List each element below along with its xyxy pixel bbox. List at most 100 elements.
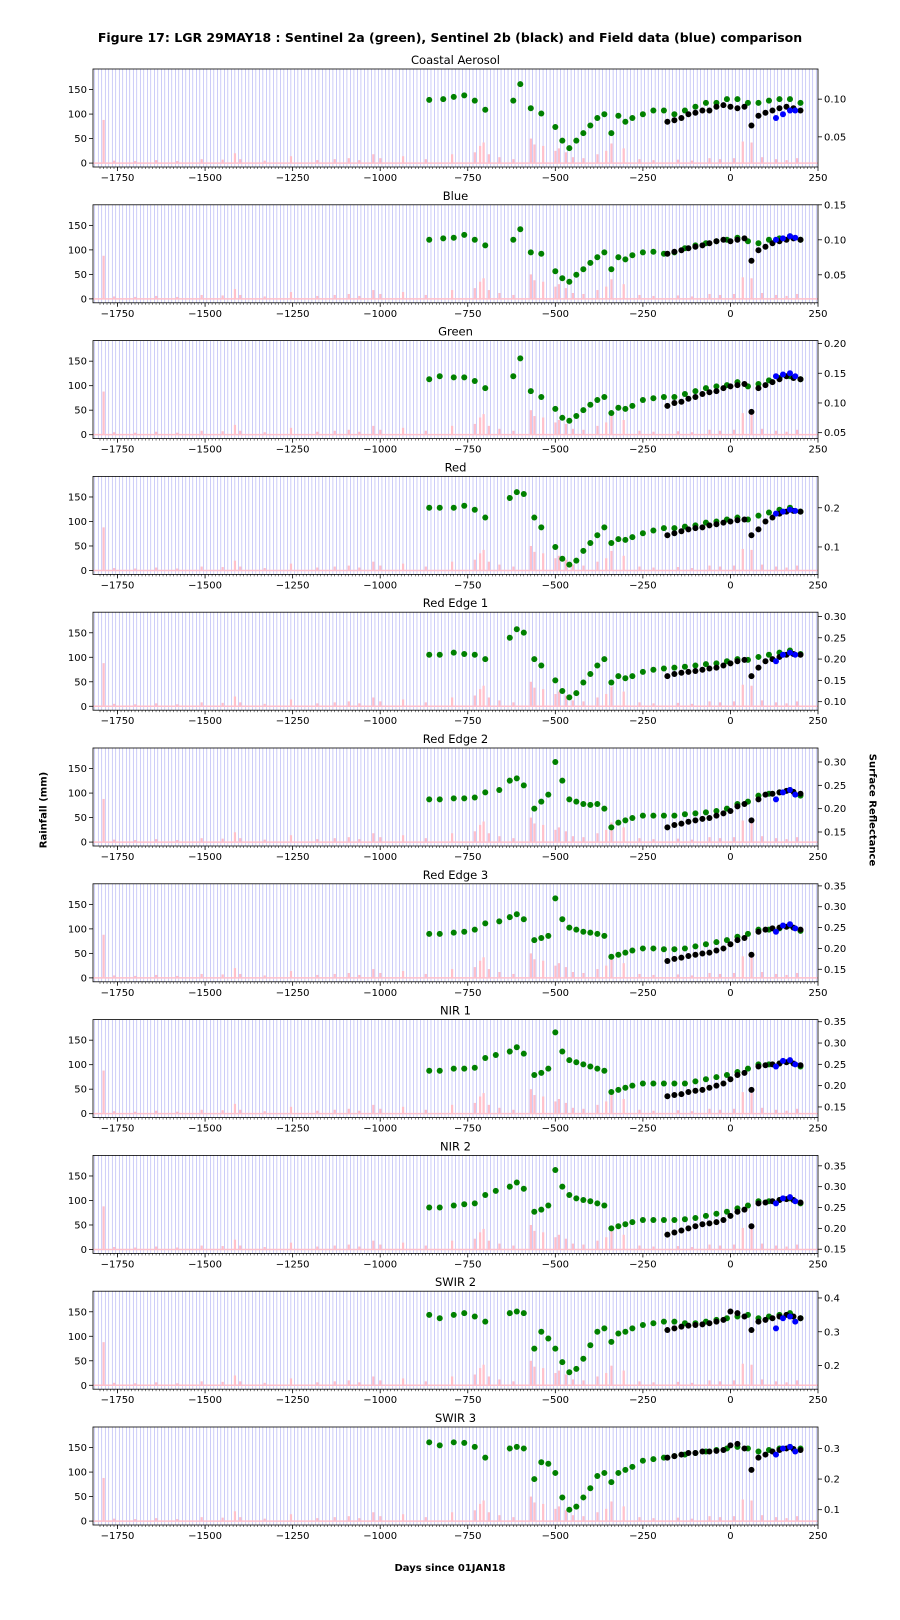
rainfall-bar xyxy=(263,975,266,978)
rain-tick-label: 0 xyxy=(81,973,87,984)
field-point xyxy=(779,922,786,929)
sentinel-2a-point xyxy=(723,96,730,103)
sentinel-2b-point xyxy=(678,1227,685,1234)
x-tick-label: −750 xyxy=(454,580,481,591)
sentinel-2b-point xyxy=(748,951,755,958)
sentinel-2b-point xyxy=(713,238,720,245)
rainfall-bar xyxy=(102,1070,105,1114)
sentinel-2a-point xyxy=(608,410,615,417)
sentinel-2b-point xyxy=(706,107,713,114)
sentinel-2b-point xyxy=(685,526,692,533)
sentinel-2b-point xyxy=(678,115,685,121)
sentinel-2b-point xyxy=(678,398,685,405)
sentinel-2a-point xyxy=(471,794,478,801)
rainfall-bar xyxy=(155,567,158,571)
sentinel-2a-point xyxy=(531,514,538,521)
rainfall-bar xyxy=(542,417,545,435)
sentinel-2b-point xyxy=(769,379,776,386)
rainfall-bar xyxy=(424,430,427,435)
sentinel-2a-point xyxy=(559,777,566,784)
rainfall-bar xyxy=(200,159,203,164)
panel-title: NIR 2 xyxy=(440,1139,471,1153)
rainfall-bar xyxy=(482,1228,485,1250)
sentinel-2a-point xyxy=(559,1048,566,1055)
sentinel-2b-point xyxy=(734,517,741,524)
rainfall-bar xyxy=(690,1247,694,1250)
sentinel-2a-point xyxy=(601,111,608,118)
rainfall-bar xyxy=(741,1227,744,1250)
reflectance-tick-label: 0.05 xyxy=(824,270,846,281)
rainfall-bar xyxy=(785,703,788,707)
sentinel-2b-point xyxy=(734,658,741,665)
sentinel-2b-point xyxy=(671,1092,678,1099)
rainfall-bar xyxy=(347,565,350,571)
rainfall-bar xyxy=(482,821,485,843)
sentinel-2a-point xyxy=(506,777,513,784)
rainfall-bar xyxy=(239,1245,242,1250)
rainfall-bar xyxy=(652,1246,655,1250)
rain-tick-label: 150 xyxy=(68,357,87,368)
rainfall-bar xyxy=(582,1244,585,1250)
sentinel-2a-point xyxy=(580,679,587,686)
rainfall-bar xyxy=(533,823,536,843)
x-tick-label: −1000 xyxy=(363,852,397,863)
rainfall-bar xyxy=(487,425,490,435)
sentinel-2a-point xyxy=(639,1080,646,1087)
rainfall-bar xyxy=(372,425,375,435)
x-tick-label: −500 xyxy=(542,173,569,184)
sentinel-2a-point xyxy=(461,92,468,99)
rainfall-bar xyxy=(424,294,427,299)
sentinel-2a-point xyxy=(538,935,545,942)
field-point xyxy=(772,1063,779,1070)
sentinel-2b-point xyxy=(769,514,776,521)
rainfall-bar xyxy=(221,159,224,164)
x-tick-label: −1500 xyxy=(188,309,222,320)
x-tick-label: −1750 xyxy=(101,580,135,591)
x-tick-label: −750 xyxy=(454,852,481,863)
reflectance-tick-label: 0.35 xyxy=(824,1017,846,1028)
x-tick-label: 0 xyxy=(727,852,733,863)
sentinel-2a-point xyxy=(573,1059,580,1066)
field-point xyxy=(786,1194,793,1201)
rainfall-bar xyxy=(113,703,116,707)
sentinel-2a-point xyxy=(629,947,636,954)
rain-tick-label: 150 xyxy=(68,764,87,775)
rain-tick-label: 0 xyxy=(81,566,87,577)
rainfall-bar xyxy=(479,689,482,707)
panel-frame xyxy=(92,883,819,983)
rainfall-bar xyxy=(512,1245,515,1250)
rainfall-bar xyxy=(529,545,533,571)
rainfall-bar xyxy=(512,973,515,978)
sentinel-2a-point xyxy=(527,105,534,112)
sentinel-2b-point xyxy=(713,1219,720,1226)
sentinel-2a-point xyxy=(426,236,433,243)
rainfall-bar xyxy=(512,430,515,435)
rainfall-bar xyxy=(760,428,764,435)
rainfall-bar xyxy=(774,430,778,435)
x-tick-label: 0 xyxy=(727,716,733,727)
sentinel-2a-point xyxy=(450,374,457,381)
rainfall-bar xyxy=(473,967,476,978)
x-tick-label: −500 xyxy=(542,309,569,320)
sentinel-2b-point xyxy=(664,250,671,257)
sentinel-2b-point xyxy=(664,1231,671,1238)
rainfall-bar xyxy=(582,972,585,978)
rainfall-bar xyxy=(239,159,242,164)
x-tick-label: −1500 xyxy=(188,445,222,456)
rainfall-bar xyxy=(176,161,179,164)
rainfall-bar xyxy=(263,1247,266,1250)
sentinel-2b-point xyxy=(741,1206,748,1213)
rainfall-bar xyxy=(542,960,545,978)
sentinel-2a-point xyxy=(615,1086,622,1093)
rainfall-bar xyxy=(358,1110,361,1114)
panel-red-edge-2: Red Edge 2 −1750 −1500 −1250 −1000 −750 −500 −2… xyxy=(68,732,846,863)
sentinel-2b-point xyxy=(699,815,706,822)
sentinel-2b-point xyxy=(797,1199,804,1206)
field-point xyxy=(792,1061,799,1068)
sentinel-2a-point xyxy=(587,929,594,936)
rainfall-bar xyxy=(708,972,711,978)
rainfall-bar xyxy=(571,836,575,843)
sentinel-2a-point xyxy=(527,249,534,256)
sentinel-2b-point xyxy=(671,670,678,677)
sentinel-2a-point xyxy=(650,248,657,255)
